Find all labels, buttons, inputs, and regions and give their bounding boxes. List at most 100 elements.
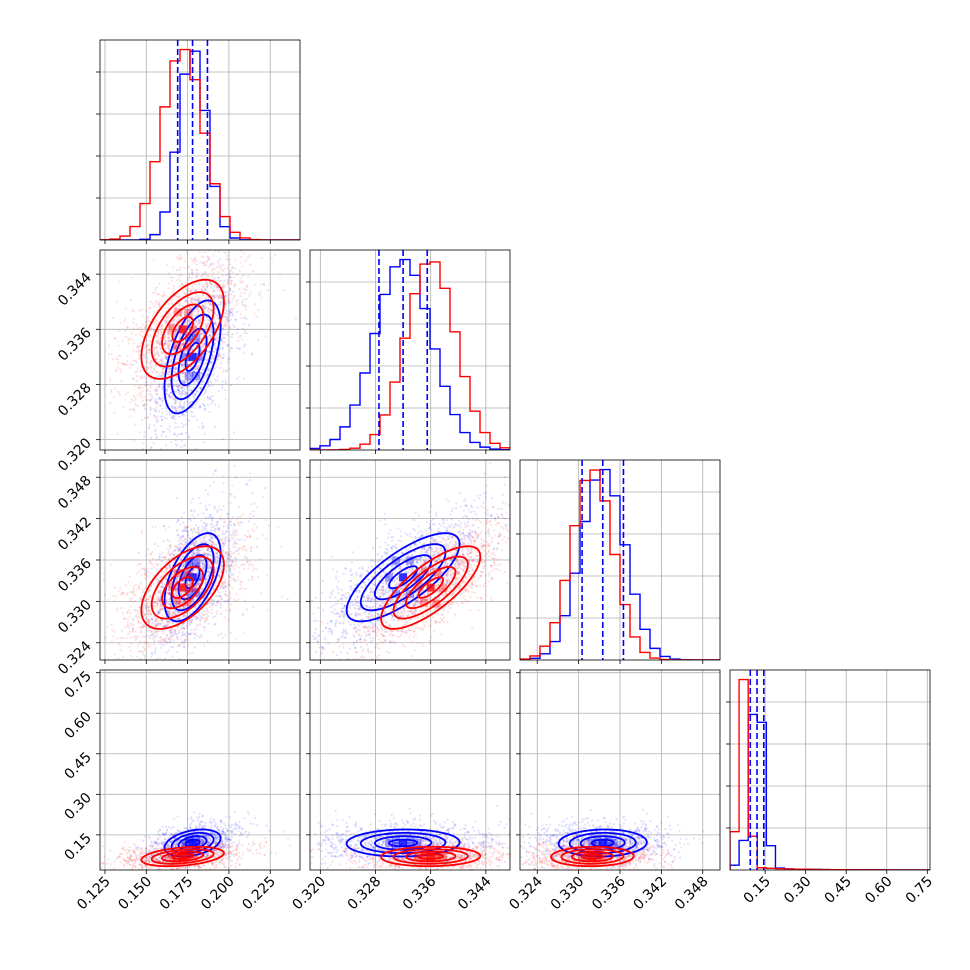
sample-point xyxy=(230,576,233,579)
sample-point xyxy=(146,368,149,371)
sample-point xyxy=(187,378,190,381)
sample-point xyxy=(187,633,190,636)
sample-point xyxy=(200,636,203,639)
sample-point xyxy=(181,385,184,388)
sample-point xyxy=(294,317,298,320)
sample-point xyxy=(128,401,131,404)
sample-point xyxy=(190,268,193,271)
sample-point xyxy=(197,526,200,529)
sample-point xyxy=(186,266,189,270)
sample-point xyxy=(209,534,212,537)
sample-point xyxy=(126,354,129,358)
sample-point xyxy=(169,276,172,279)
sample-point xyxy=(225,530,228,533)
sample-point xyxy=(126,359,129,363)
sample-point xyxy=(234,534,237,537)
sample-point xyxy=(128,342,131,345)
sample-point xyxy=(145,350,149,353)
sample-point xyxy=(143,435,146,438)
sample-point xyxy=(177,389,180,392)
sample-point xyxy=(168,612,171,615)
sample-point xyxy=(199,619,202,622)
sample-point xyxy=(205,359,208,362)
sample-point xyxy=(143,384,146,387)
sample-point xyxy=(196,561,199,565)
sample-point xyxy=(213,469,216,472)
sample-point xyxy=(195,634,198,637)
sample-point xyxy=(225,258,228,261)
sample-point xyxy=(213,350,216,354)
sample-point xyxy=(261,495,265,498)
sample-point xyxy=(143,648,147,652)
sample-point xyxy=(233,276,236,279)
sample-point xyxy=(224,593,227,596)
sample-point xyxy=(174,367,177,370)
sample-point xyxy=(213,507,216,510)
sample-point xyxy=(203,251,206,254)
sample-point xyxy=(146,319,149,322)
sample-point xyxy=(182,530,185,533)
sample-point xyxy=(255,315,258,319)
sample-point xyxy=(122,591,125,594)
sample-point xyxy=(193,544,196,547)
density-cell xyxy=(192,333,201,342)
sample-point xyxy=(197,582,201,585)
sample-point xyxy=(143,407,147,410)
sample-point xyxy=(167,350,171,353)
sample-point xyxy=(144,654,147,658)
sample-point xyxy=(226,526,229,529)
sample-point xyxy=(181,387,184,390)
sample-point xyxy=(205,535,208,538)
sample-point xyxy=(165,315,168,318)
sample-point xyxy=(179,637,182,640)
sample-point xyxy=(207,383,210,387)
sample-point xyxy=(204,289,208,292)
sample-point xyxy=(204,577,207,581)
sample-point xyxy=(167,328,170,331)
sample-point xyxy=(121,612,125,615)
sample-point xyxy=(161,314,165,317)
sample-point xyxy=(224,325,227,328)
sample-point xyxy=(123,626,127,629)
sample-point xyxy=(174,418,177,421)
sample-point xyxy=(190,561,193,564)
sample-point xyxy=(240,250,243,253)
sample-point xyxy=(224,302,227,306)
sample-point xyxy=(197,310,200,313)
sample-point xyxy=(134,371,137,374)
sample-point xyxy=(139,325,142,328)
sample-point xyxy=(260,591,263,594)
sample-point xyxy=(150,634,153,637)
sample-point xyxy=(206,323,210,327)
sample-point xyxy=(187,593,190,596)
sample-point xyxy=(179,549,182,552)
sample-point xyxy=(218,355,221,358)
sample-point xyxy=(190,415,194,418)
sample-point xyxy=(233,325,237,329)
sample-point xyxy=(209,264,212,267)
sample-point xyxy=(252,567,255,570)
sample-point xyxy=(250,549,253,553)
sample-point xyxy=(181,544,184,547)
sample-point xyxy=(144,624,147,628)
sample-point xyxy=(144,377,147,380)
sample-point xyxy=(207,622,210,625)
sample-point xyxy=(165,392,168,396)
sample-point xyxy=(219,267,223,270)
sample-point xyxy=(250,546,253,549)
sample-point xyxy=(160,325,163,328)
sample-point xyxy=(148,580,151,583)
sample-point xyxy=(141,390,144,393)
sample-point xyxy=(228,277,231,280)
sample-point xyxy=(174,305,177,309)
sample-point xyxy=(156,386,159,389)
sample-point xyxy=(226,278,229,282)
sample-point xyxy=(154,625,158,628)
sample-point xyxy=(114,387,117,390)
sample-point xyxy=(219,293,222,297)
sample-point xyxy=(244,259,248,262)
sample-point xyxy=(175,295,178,299)
sample-point xyxy=(233,524,236,527)
sample-point xyxy=(203,264,206,267)
sample-point xyxy=(263,283,266,286)
